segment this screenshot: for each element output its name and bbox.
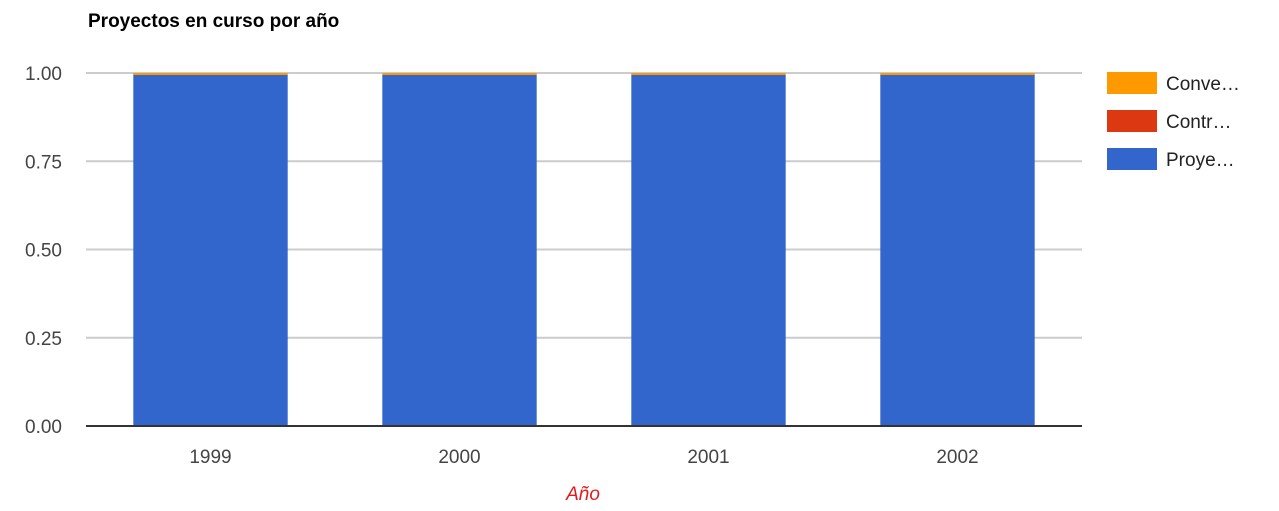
x-tick-label: 2000: [438, 447, 480, 468]
legend: Conve… Contr… Proye…: [1107, 72, 1240, 171]
x-axis-ticks: 1999 2000 2001 2002: [189, 447, 978, 468]
legend-swatch: [1107, 72, 1157, 94]
bars: [133, 73, 1035, 427]
chart-title: Proyectos en curso por año: [88, 11, 339, 32]
x-tick-label: 2001: [687, 447, 729, 468]
x-axis-label: Año: [565, 484, 600, 505]
legend-label: Contr…: [1166, 112, 1231, 133]
x-tick-label: 1999: [189, 447, 231, 468]
bar-2001-series-0: [631, 74, 786, 427]
legend-label: Proye…: [1166, 150, 1235, 171]
y-axis-ticks: 0.00 0.25 0.50 0.75 1.00: [25, 64, 62, 438]
legend-swatch: [1107, 110, 1157, 132]
bar-2000-series-0: [382, 74, 537, 427]
y-tick-label: 0.00: [25, 417, 62, 438]
y-tick-label: 0.25: [25, 329, 62, 350]
bar-2000-series-2: [382, 73, 537, 75]
bar-2001-series-2: [631, 73, 786, 75]
y-tick-label: 1.00: [25, 64, 62, 85]
legend-swatch: [1107, 148, 1157, 170]
bar-1999-series-0: [133, 74, 288, 427]
x-tick-label: 2002: [936, 447, 978, 468]
bar-2002-series-0: [880, 74, 1035, 427]
bar-2002-series-2: [880, 73, 1035, 75]
y-tick-label: 0.75: [25, 152, 62, 173]
legend-label: Conve…: [1166, 74, 1240, 95]
bar-1999-series-2: [133, 73, 288, 75]
y-tick-label: 0.50: [25, 241, 62, 262]
